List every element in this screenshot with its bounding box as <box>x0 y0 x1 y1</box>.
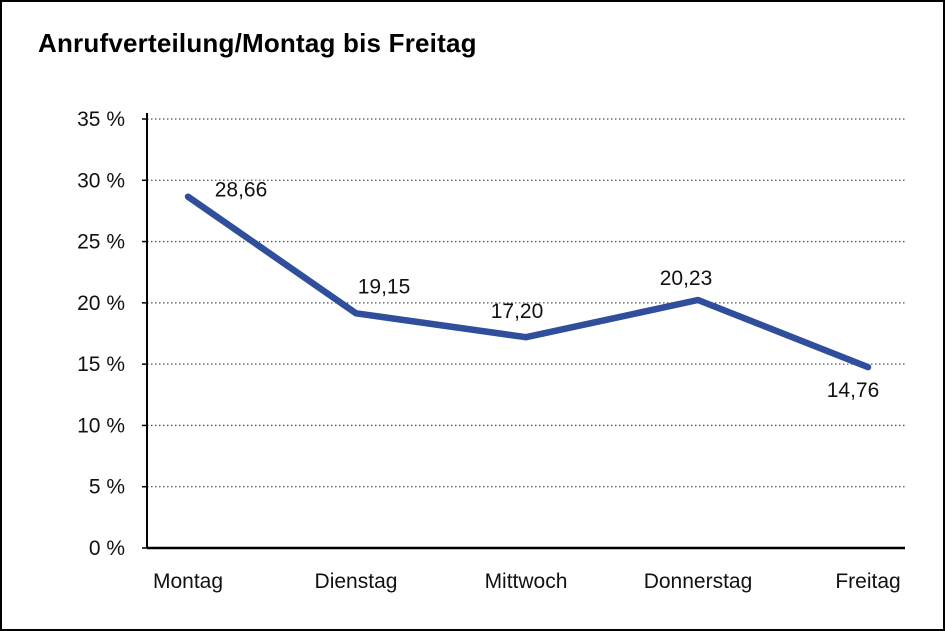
data-point-label: 17,20 <box>491 300 544 323</box>
y-axis-tick-label: 35 % <box>77 108 125 131</box>
x-axis-category-label: Montag <box>153 570 223 593</box>
data-point-label: 28,66 <box>215 179 268 202</box>
chart-title: Anrufverteilung/Montag bis Freitag <box>38 28 477 58</box>
y-axis-tick-label: 0 % <box>89 537 125 560</box>
x-axis-category-label: Dienstag <box>315 570 398 593</box>
x-axis-category-label: Mittwoch <box>485 570 568 593</box>
y-axis-tick-label: 30 % <box>77 169 125 192</box>
y-axis-tick-label: 5 % <box>89 476 125 499</box>
y-axis-tick-label: 15 % <box>77 353 125 376</box>
data-series-line <box>184 193 872 371</box>
x-axis-category-label: Donnerstag <box>644 570 753 593</box>
data-point-label: 14,76 <box>827 379 880 402</box>
x-axis-category-label: Freitag <box>835 570 900 593</box>
y-axis-tick-label: 20 % <box>77 292 125 315</box>
data-point-label: 20,23 <box>660 267 713 290</box>
y-axis-tick-label: 25 % <box>77 231 125 254</box>
data-point-label: 19,15 <box>358 275 411 298</box>
y-axis-tick-label: 10 % <box>77 414 125 437</box>
